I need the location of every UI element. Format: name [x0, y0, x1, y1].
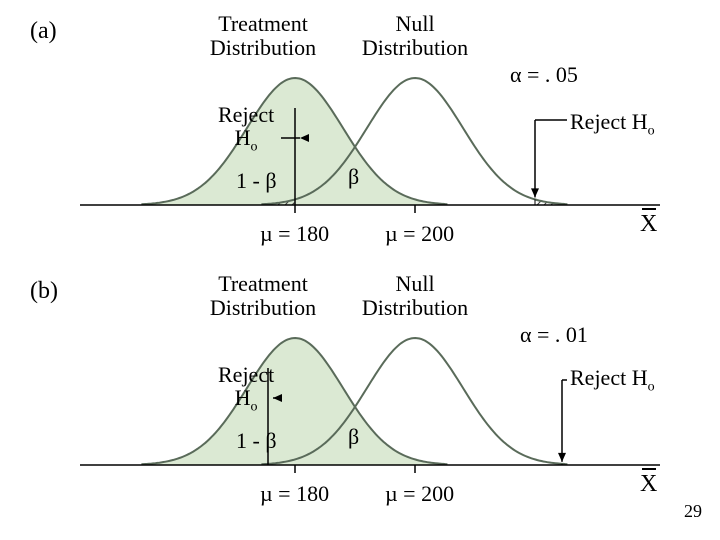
panel-b-label: (b) — [30, 278, 58, 305]
xbar-b-letter: X — [640, 471, 657, 497]
page-number: 29 — [684, 501, 702, 522]
alpha-label-a: α = . 05 — [510, 62, 578, 88]
mu-treatment-a: µ = 180 — [260, 221, 329, 247]
mu-treatment-b: µ = 180 — [260, 481, 329, 507]
one-minus-beta-b: 1 - β — [236, 428, 277, 454]
treatment-dist-label: TreatmentDistribution — [198, 12, 328, 60]
reject-right-a: Reject Ho — [570, 109, 655, 139]
reject-left-b: RejectHo — [218, 363, 274, 415]
xbar-b: X — [640, 471, 657, 498]
reject-right-b-text: Reject H — [570, 365, 648, 390]
alpha-label-b: α = . 01 — [520, 322, 588, 348]
reject-left-a-text: RejectH — [218, 102, 274, 150]
mu-null-a: µ = 200 — [385, 221, 454, 247]
beta-a: β — [348, 164, 359, 190]
xbar-a-letter: X — [640, 211, 657, 237]
reject-right-a-text: Reject H — [570, 109, 648, 134]
beta-b: β — [348, 424, 359, 450]
panel-a: (a) TreatmentDistribution NullDistributi… — [0, 0, 720, 260]
reject-left-a: RejectHo — [218, 103, 274, 155]
null-dist-label-b: NullDistribution — [355, 272, 475, 320]
treatment-dist-label-b: TreatmentDistribution — [198, 272, 328, 320]
panel-a-label: (a) — [30, 18, 57, 45]
xbar-a: X — [640, 211, 657, 238]
reject-right-b: Reject Ho — [570, 365, 655, 395]
reject-left-b-text: RejectH — [218, 362, 274, 410]
null-dist-label: NullDistribution — [355, 12, 475, 60]
one-minus-beta-a: 1 - β — [236, 168, 277, 194]
panel-b: (b) TreatmentDistribution NullDistributi… — [0, 260, 720, 520]
mu-null-b: µ = 200 — [385, 481, 454, 507]
